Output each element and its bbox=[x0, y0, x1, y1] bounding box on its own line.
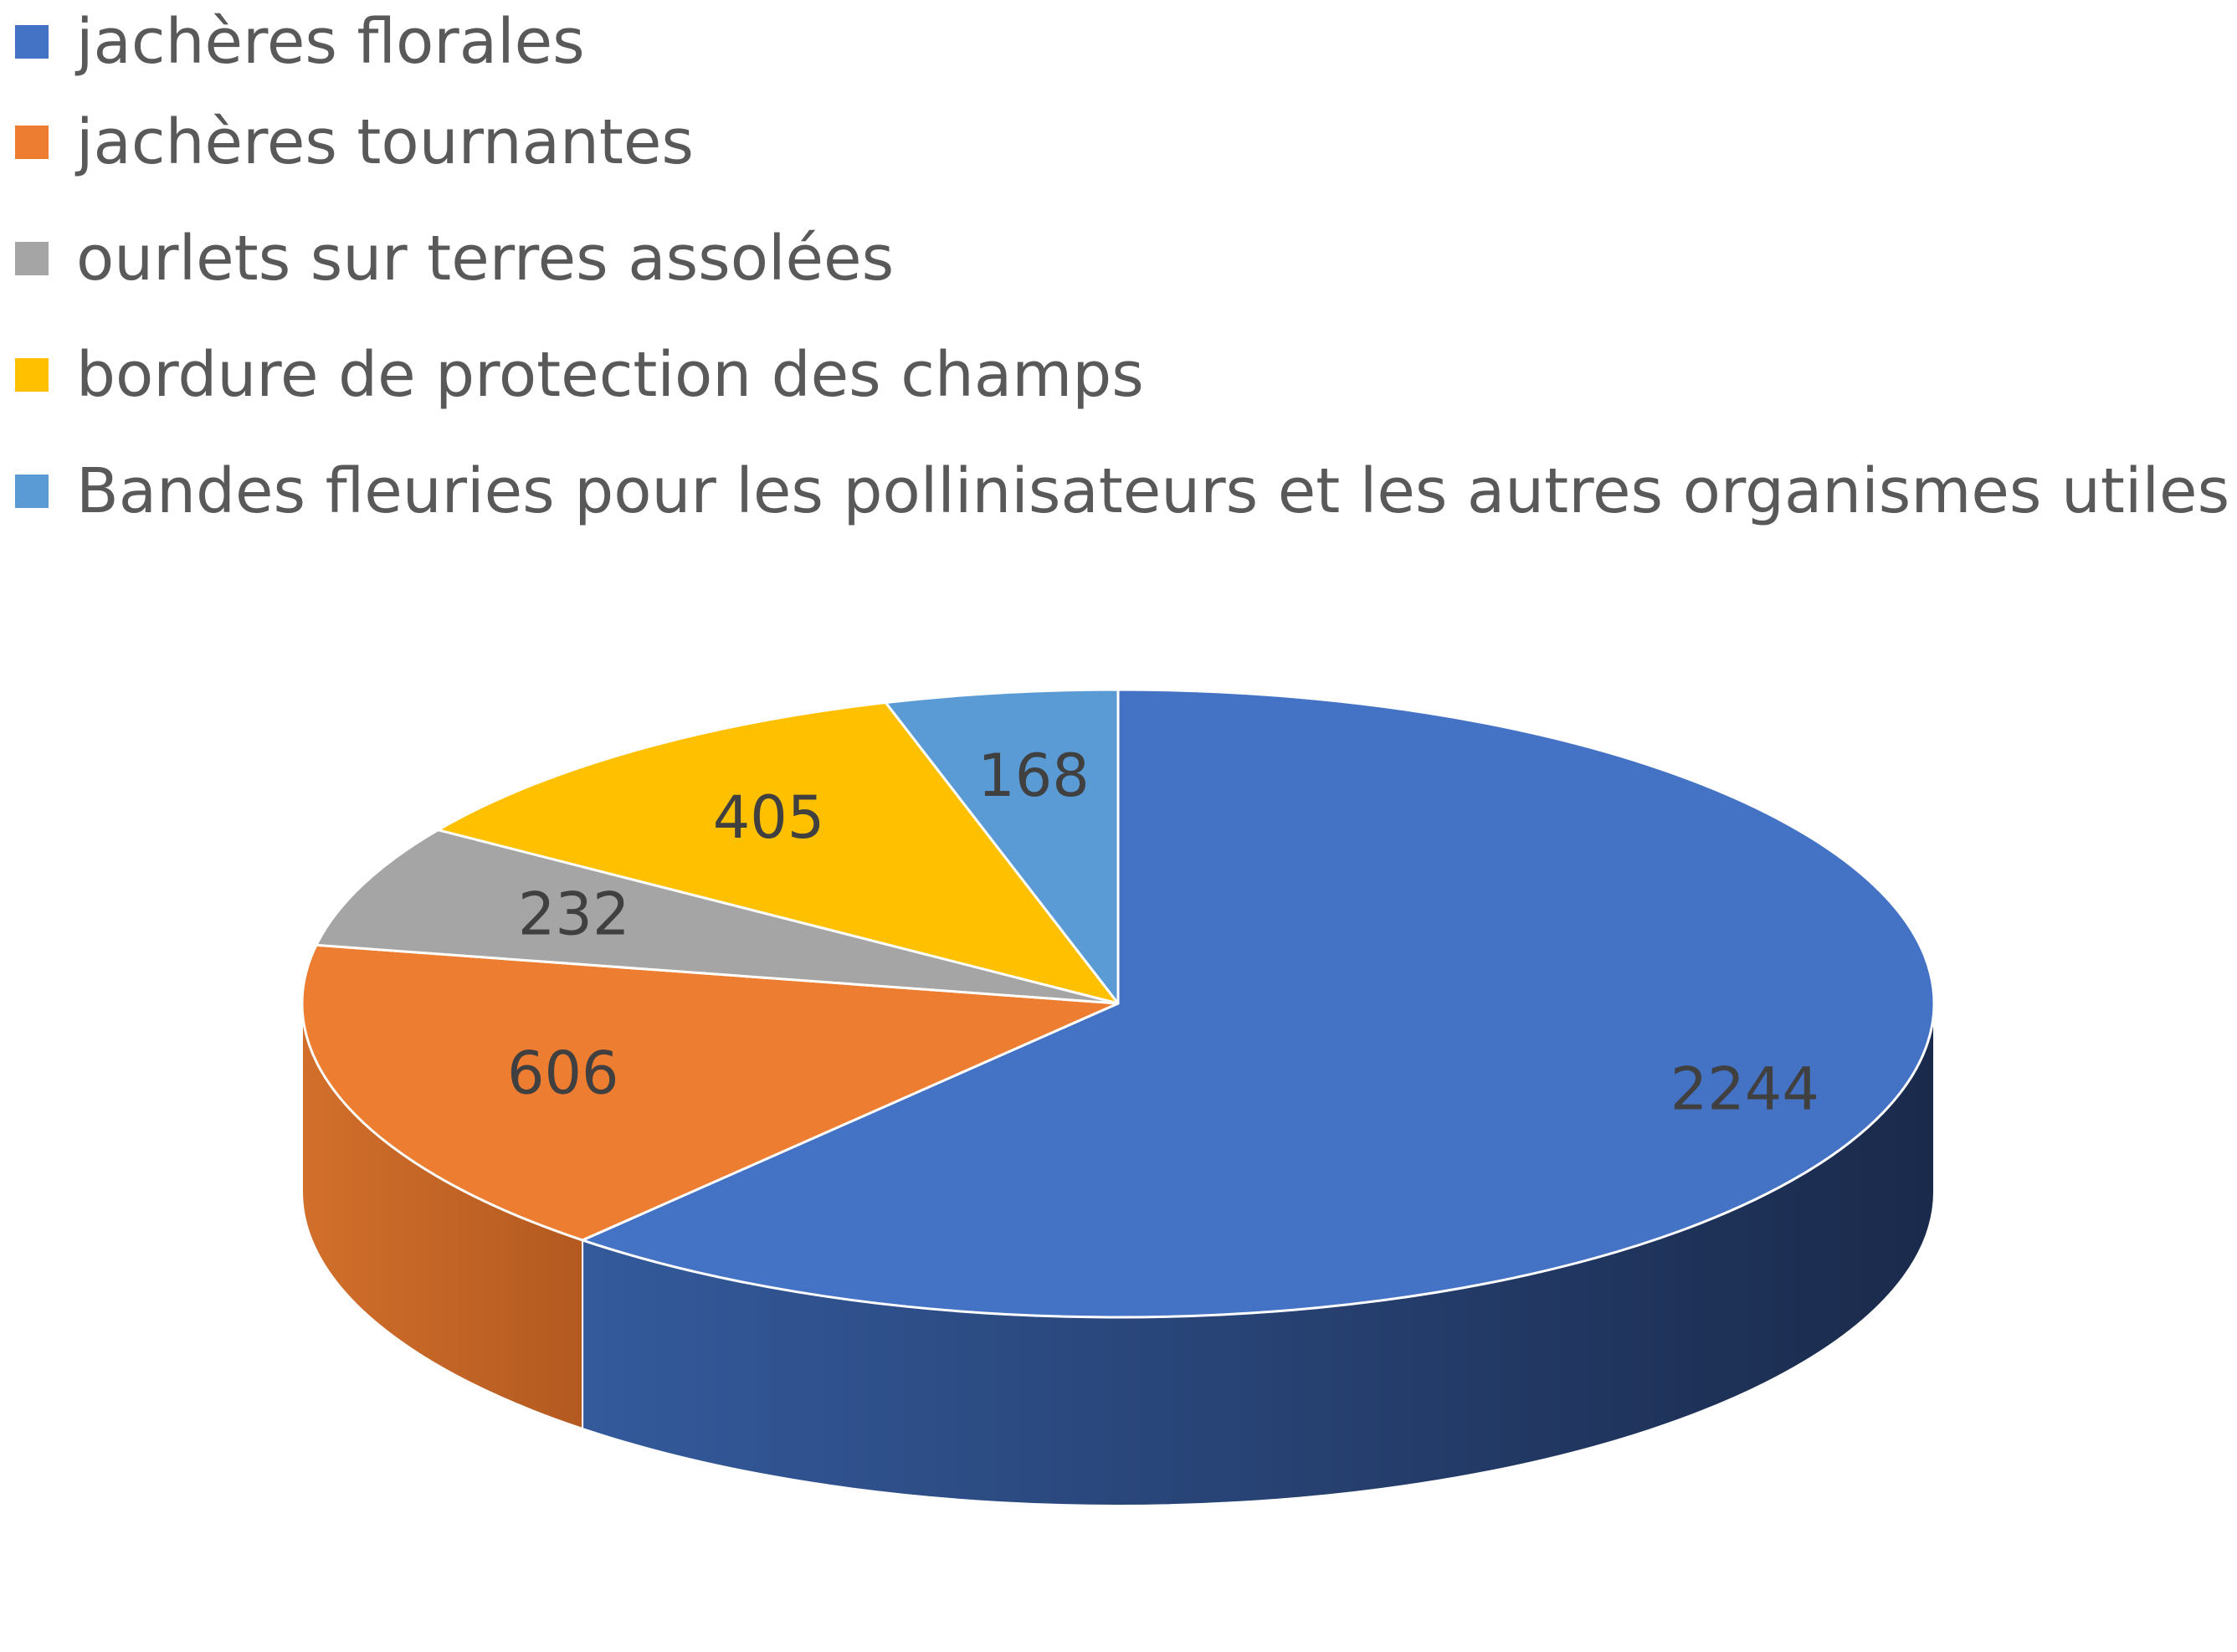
legend-swatch-bordure bbox=[15, 357, 49, 392]
data-label-bandes-fleuries: 168 bbox=[977, 741, 1090, 810]
legend-item-jacheres-florales: jachères florales bbox=[15, 0, 2229, 84]
data-label-jacheres-florales: 2244 bbox=[1670, 1055, 1819, 1124]
legend-item-jacheres-tournantes: jachères tournantes bbox=[15, 84, 2229, 200]
data-label-ourlets: 232 bbox=[518, 880, 630, 948]
legend-swatch-jacheres-tournantes bbox=[15, 125, 49, 159]
legend-label-bandes-fleuries: Bandes fleuries pour les pollinisateurs … bbox=[76, 454, 2230, 527]
pie-slice-jacheres-florales bbox=[581, 688, 1936, 1319]
chart-legend: jachères florales jachères tournantes ou… bbox=[15, 0, 2229, 549]
legend-label-bordure: bordure de protection des champs bbox=[76, 338, 1144, 411]
pie-slice-jacheres-tournantes bbox=[300, 943, 1120, 1242]
legend-swatch-ourlets bbox=[15, 241, 49, 275]
pie-slice-bordure bbox=[437, 701, 1120, 1005]
pie-slice-bandes-fleuries bbox=[884, 688, 1120, 1005]
legend-item-ourlets: ourlets sur terres assolées bbox=[15, 200, 2229, 316]
pie-slice-ourlets bbox=[315, 829, 1120, 1005]
legend-item-bordure: bordure de protection des champs bbox=[15, 316, 2229, 433]
data-label-jacheres-tournantes: 606 bbox=[507, 1039, 619, 1108]
legend-label-ourlets: ourlets sur terres assolées bbox=[76, 222, 895, 295]
legend-swatch-bandes-fleuries bbox=[15, 474, 49, 508]
legend-label-jacheres-florales: jachères florales bbox=[76, 6, 585, 78]
pie-slices bbox=[300, 688, 1936, 1319]
data-label-bordure: 405 bbox=[713, 783, 825, 852]
pie-data-labels: 2244 606 232 405 168 bbox=[507, 741, 1819, 1124]
legend-swatch-jacheres-florales bbox=[15, 25, 49, 59]
legend-label-jacheres-tournantes: jachères tournantes bbox=[76, 105, 694, 178]
legend-item-bandes-fleuries: Bandes fleuries pour les pollinisateurs … bbox=[15, 433, 2229, 549]
